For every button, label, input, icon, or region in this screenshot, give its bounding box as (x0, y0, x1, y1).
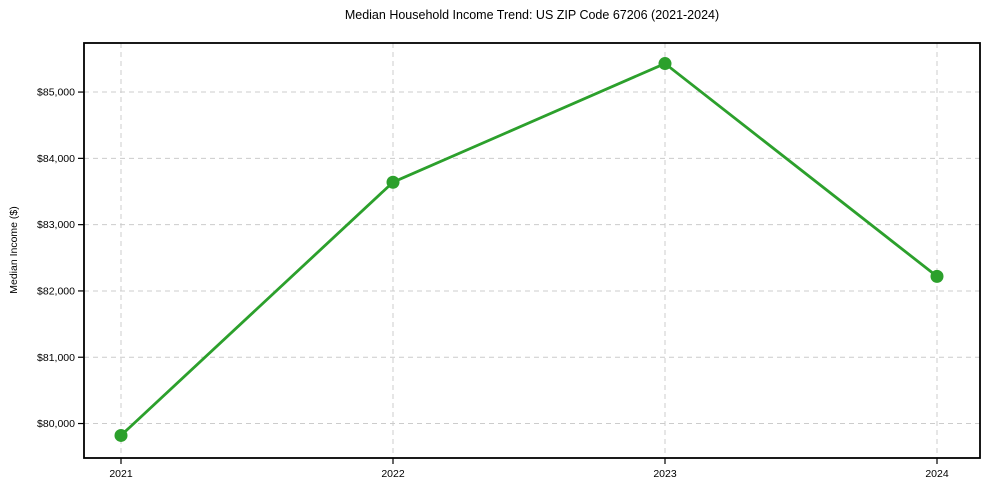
x-tick-label: 2024 (925, 468, 949, 480)
x-tick-label: 2023 (653, 468, 677, 480)
x-tick-label: 2021 (109, 468, 133, 480)
y-tick-label: $80,000 (37, 418, 75, 430)
data-point (114, 428, 128, 442)
plot-border (83, 42, 981, 459)
y-tick-label: $84,000 (37, 153, 75, 165)
y-tick-label: $83,000 (37, 219, 75, 231)
data-point (658, 57, 672, 71)
y-tick-label: $82,000 (37, 286, 75, 298)
y-tick-label: $81,000 (37, 352, 75, 364)
chart-title: Median Household Income Trend: US ZIP Co… (344, 8, 720, 22)
trend-line (119, 62, 939, 437)
data-point (930, 269, 944, 283)
data-point (386, 175, 400, 189)
y-tick-label: $85,000 (37, 87, 75, 99)
x-tick-label: 2022 (381, 468, 405, 480)
